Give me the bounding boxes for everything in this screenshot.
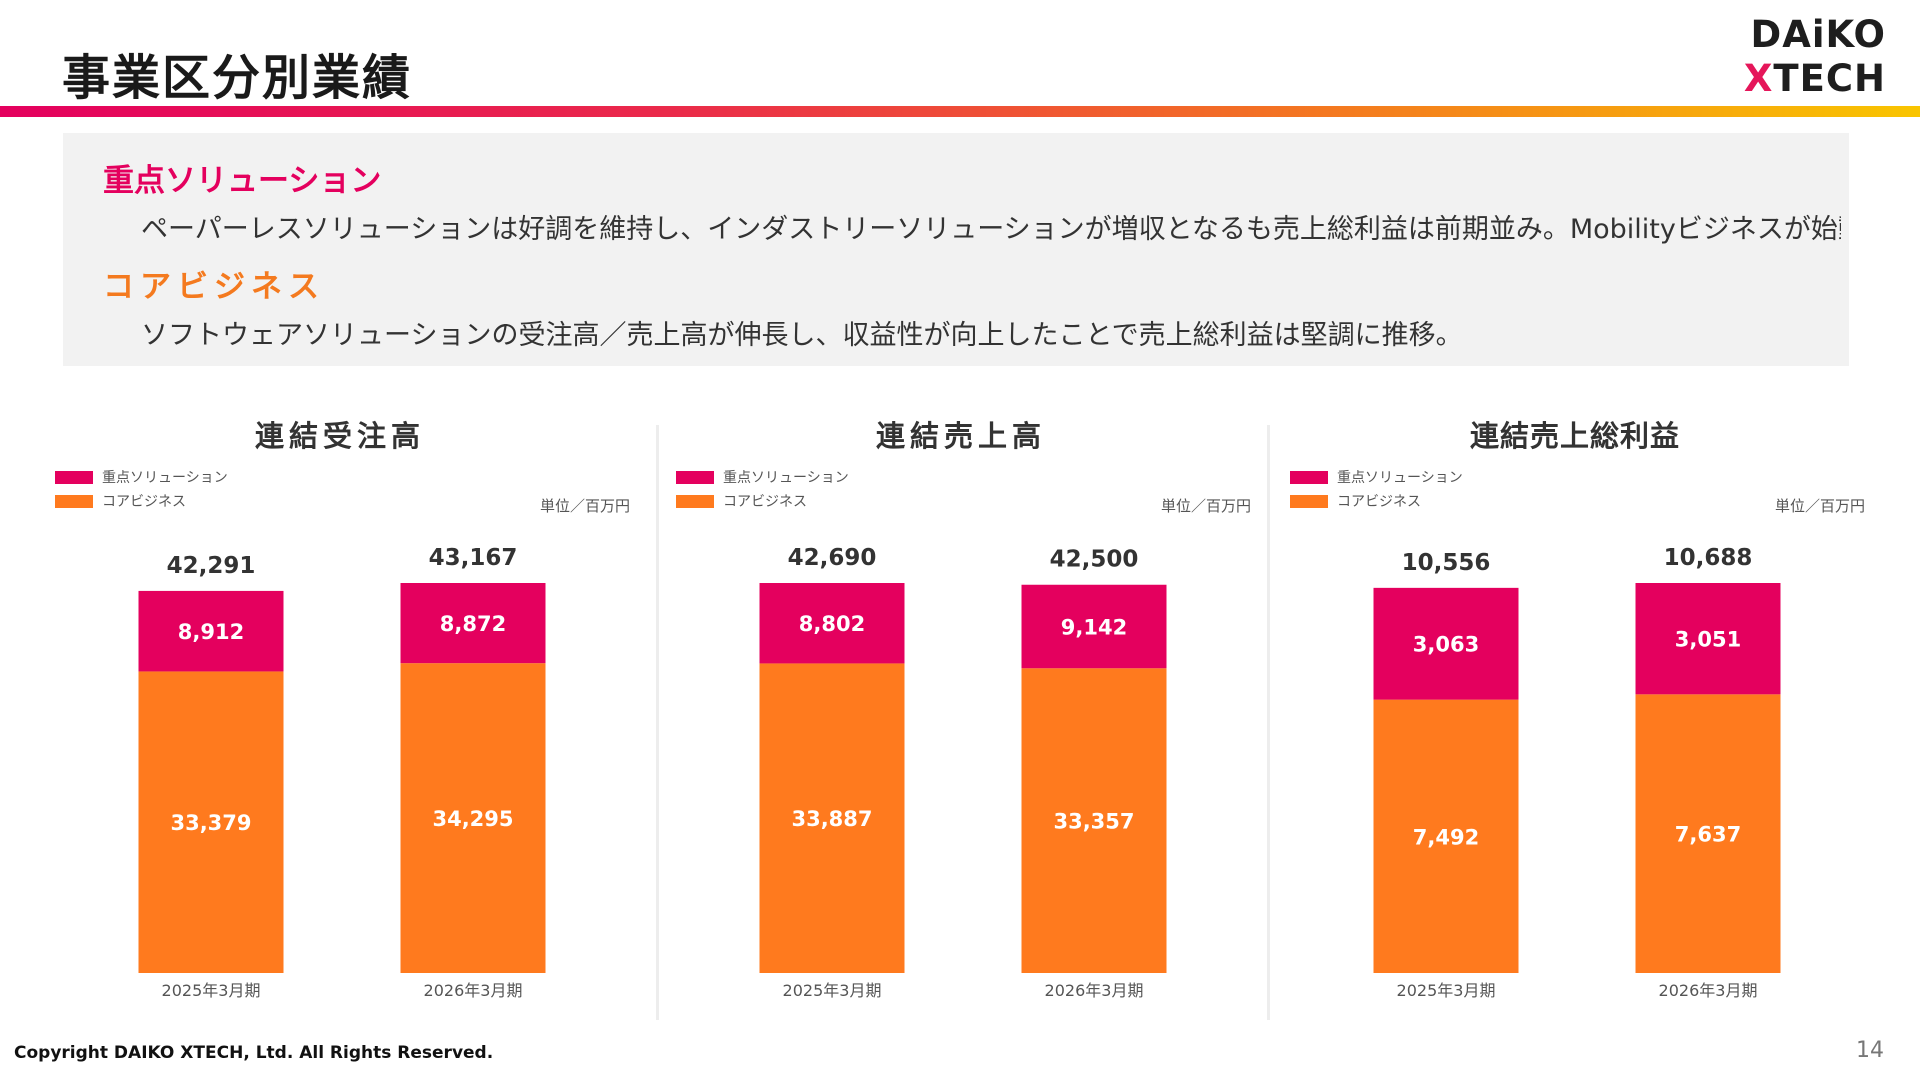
legend-swatch-focus bbox=[1290, 471, 1328, 484]
unit-label: 単位／百万円 bbox=[1774, 497, 1865, 515]
bar-segment-core bbox=[1373, 699, 1519, 973]
legend-label: コアビジネス bbox=[1337, 494, 1421, 510]
total-label: 10,688 bbox=[1664, 545, 1753, 571]
data-label-core: 7,492 bbox=[1413, 825, 1479, 849]
bar-segment-focus bbox=[1635, 583, 1781, 695]
bar-segment-core bbox=[1021, 668, 1167, 973]
summary-box: 重点ソリューション ペーパーレスソリューションは好調を維持し、インダストリーソリ… bbox=[63, 133, 1849, 366]
bar-segment-core bbox=[400, 663, 546, 973]
legend-label: コアビジネス bbox=[102, 494, 186, 510]
copyright-text: Copyright DAIKO XTECH, Ltd. All Rights R… bbox=[14, 1043, 494, 1063]
legend-swatch-core bbox=[55, 495, 93, 508]
page-number: 14 bbox=[1856, 1038, 1884, 1063]
data-label-focus: 8,912 bbox=[178, 620, 244, 644]
chart-divider bbox=[1267, 425, 1270, 1020]
legend-label: 重点ソリューション bbox=[102, 470, 228, 486]
focus-solution-title: 重点ソリューション bbox=[103, 163, 382, 199]
data-label-focus: 3,063 bbox=[1413, 633, 1479, 657]
logo-tech: TECH bbox=[1773, 57, 1886, 100]
legend-swatch-core bbox=[1290, 495, 1328, 508]
x-tick-label: 2025年3月期 bbox=[162, 981, 261, 1000]
total-label: 42,291 bbox=[167, 553, 256, 579]
chart-panel-orders: 連結受注高 重点ソリューション コアビジネス 単位／百万円 33,379 8,91… bbox=[30, 395, 650, 1015]
total-label: 42,690 bbox=[788, 545, 877, 571]
bar-segment-focus bbox=[759, 583, 905, 664]
legend-label: コアビジネス bbox=[723, 494, 807, 510]
x-tick-label: 2026年3月期 bbox=[1045, 981, 1144, 1000]
data-label-core: 33,379 bbox=[170, 811, 251, 835]
bar-segment-core bbox=[138, 671, 284, 973]
data-label-core: 7,637 bbox=[1675, 823, 1741, 847]
focus-solution-description: ペーパーレスソリューションは好調を維持し、インダストリーソリューションが増収とな… bbox=[141, 214, 1841, 245]
bar-segment-focus bbox=[1373, 587, 1519, 700]
total-label: 10,556 bbox=[1402, 550, 1491, 576]
x-tick-label: 2025年3月期 bbox=[1397, 981, 1496, 1000]
logo-x-mark: X bbox=[1743, 57, 1774, 100]
bar-segment-focus bbox=[138, 590, 284, 672]
header-accent-bar bbox=[0, 106, 1920, 117]
stacked-bar-chart: 33,887 8,802 42,690 2025年3月期 33,357 9,142 42,5… bbox=[759, 545, 1167, 1000]
total-label: 43,167 bbox=[429, 545, 518, 571]
bar-segment-focus bbox=[1021, 584, 1167, 669]
total-label: 42,500 bbox=[1050, 547, 1139, 573]
x-tick-label: 2026年3月期 bbox=[424, 981, 523, 1000]
logo-line-2: XTECH bbox=[1736, 58, 1886, 100]
legend-swatch-core bbox=[676, 495, 714, 508]
data-label-focus: 9,142 bbox=[1061, 616, 1127, 640]
chart-title: 連結受注高 bbox=[254, 419, 425, 453]
bar-segment-core bbox=[759, 663, 905, 973]
data-label-focus: 8,802 bbox=[799, 612, 865, 636]
core-business-description: ソフトウェアソリューションの受注高／売上高が伸長し、収益性が向上したことで売上総… bbox=[141, 320, 1463, 351]
data-label-focus: 8,872 bbox=[440, 612, 506, 636]
data-label-core: 34,295 bbox=[432, 807, 513, 831]
data-label-core: 33,357 bbox=[1053, 810, 1134, 834]
x-tick-label: 2025年3月期 bbox=[783, 981, 882, 1000]
logo-line-1: DAiKO bbox=[1750, 13, 1886, 56]
page-title: 事業区分別業績 bbox=[62, 50, 413, 106]
data-label-focus: 3,051 bbox=[1675, 628, 1741, 652]
chart-title: 連結売上総利益 bbox=[1469, 419, 1680, 453]
chart-panel-sales: 連結売上高 重点ソリューション コアビジネス 単位／百万円 33,887 8,80… bbox=[651, 395, 1271, 1015]
stacked-bar-chart: 7,492 3,063 10,556 2025年3月期 7,637 3,051 10,688… bbox=[1373, 545, 1781, 1000]
stacked-bar-chart: 33,379 8,912 42,291 2025年3月期 34,295 8,872 43,1… bbox=[138, 545, 546, 1000]
bar-segment-focus bbox=[400, 583, 546, 664]
chart-title: 連結売上高 bbox=[875, 419, 1046, 453]
legend-swatch-focus bbox=[676, 471, 714, 484]
unit-label: 単位／百万円 bbox=[539, 497, 630, 515]
legend-label: 重点ソリューション bbox=[723, 470, 849, 486]
legend-swatch-focus bbox=[55, 471, 93, 484]
unit-label: 単位／百万円 bbox=[1160, 497, 1251, 515]
x-tick-label: 2026年3月期 bbox=[1659, 981, 1758, 1000]
core-business-title: コアビジネス bbox=[103, 269, 325, 305]
data-label-core: 33,887 bbox=[791, 807, 872, 831]
chart-panel-gross-profit: 連結売上総利益 重点ソリューション コアビジネス 単位／百万円 7,492 3,0… bbox=[1265, 395, 1885, 1015]
chart-divider bbox=[656, 425, 659, 1020]
company-logo: DAiKO XTECH bbox=[1736, 14, 1886, 102]
bar-segment-core bbox=[1635, 694, 1781, 973]
legend-label: 重点ソリューション bbox=[1337, 470, 1463, 486]
